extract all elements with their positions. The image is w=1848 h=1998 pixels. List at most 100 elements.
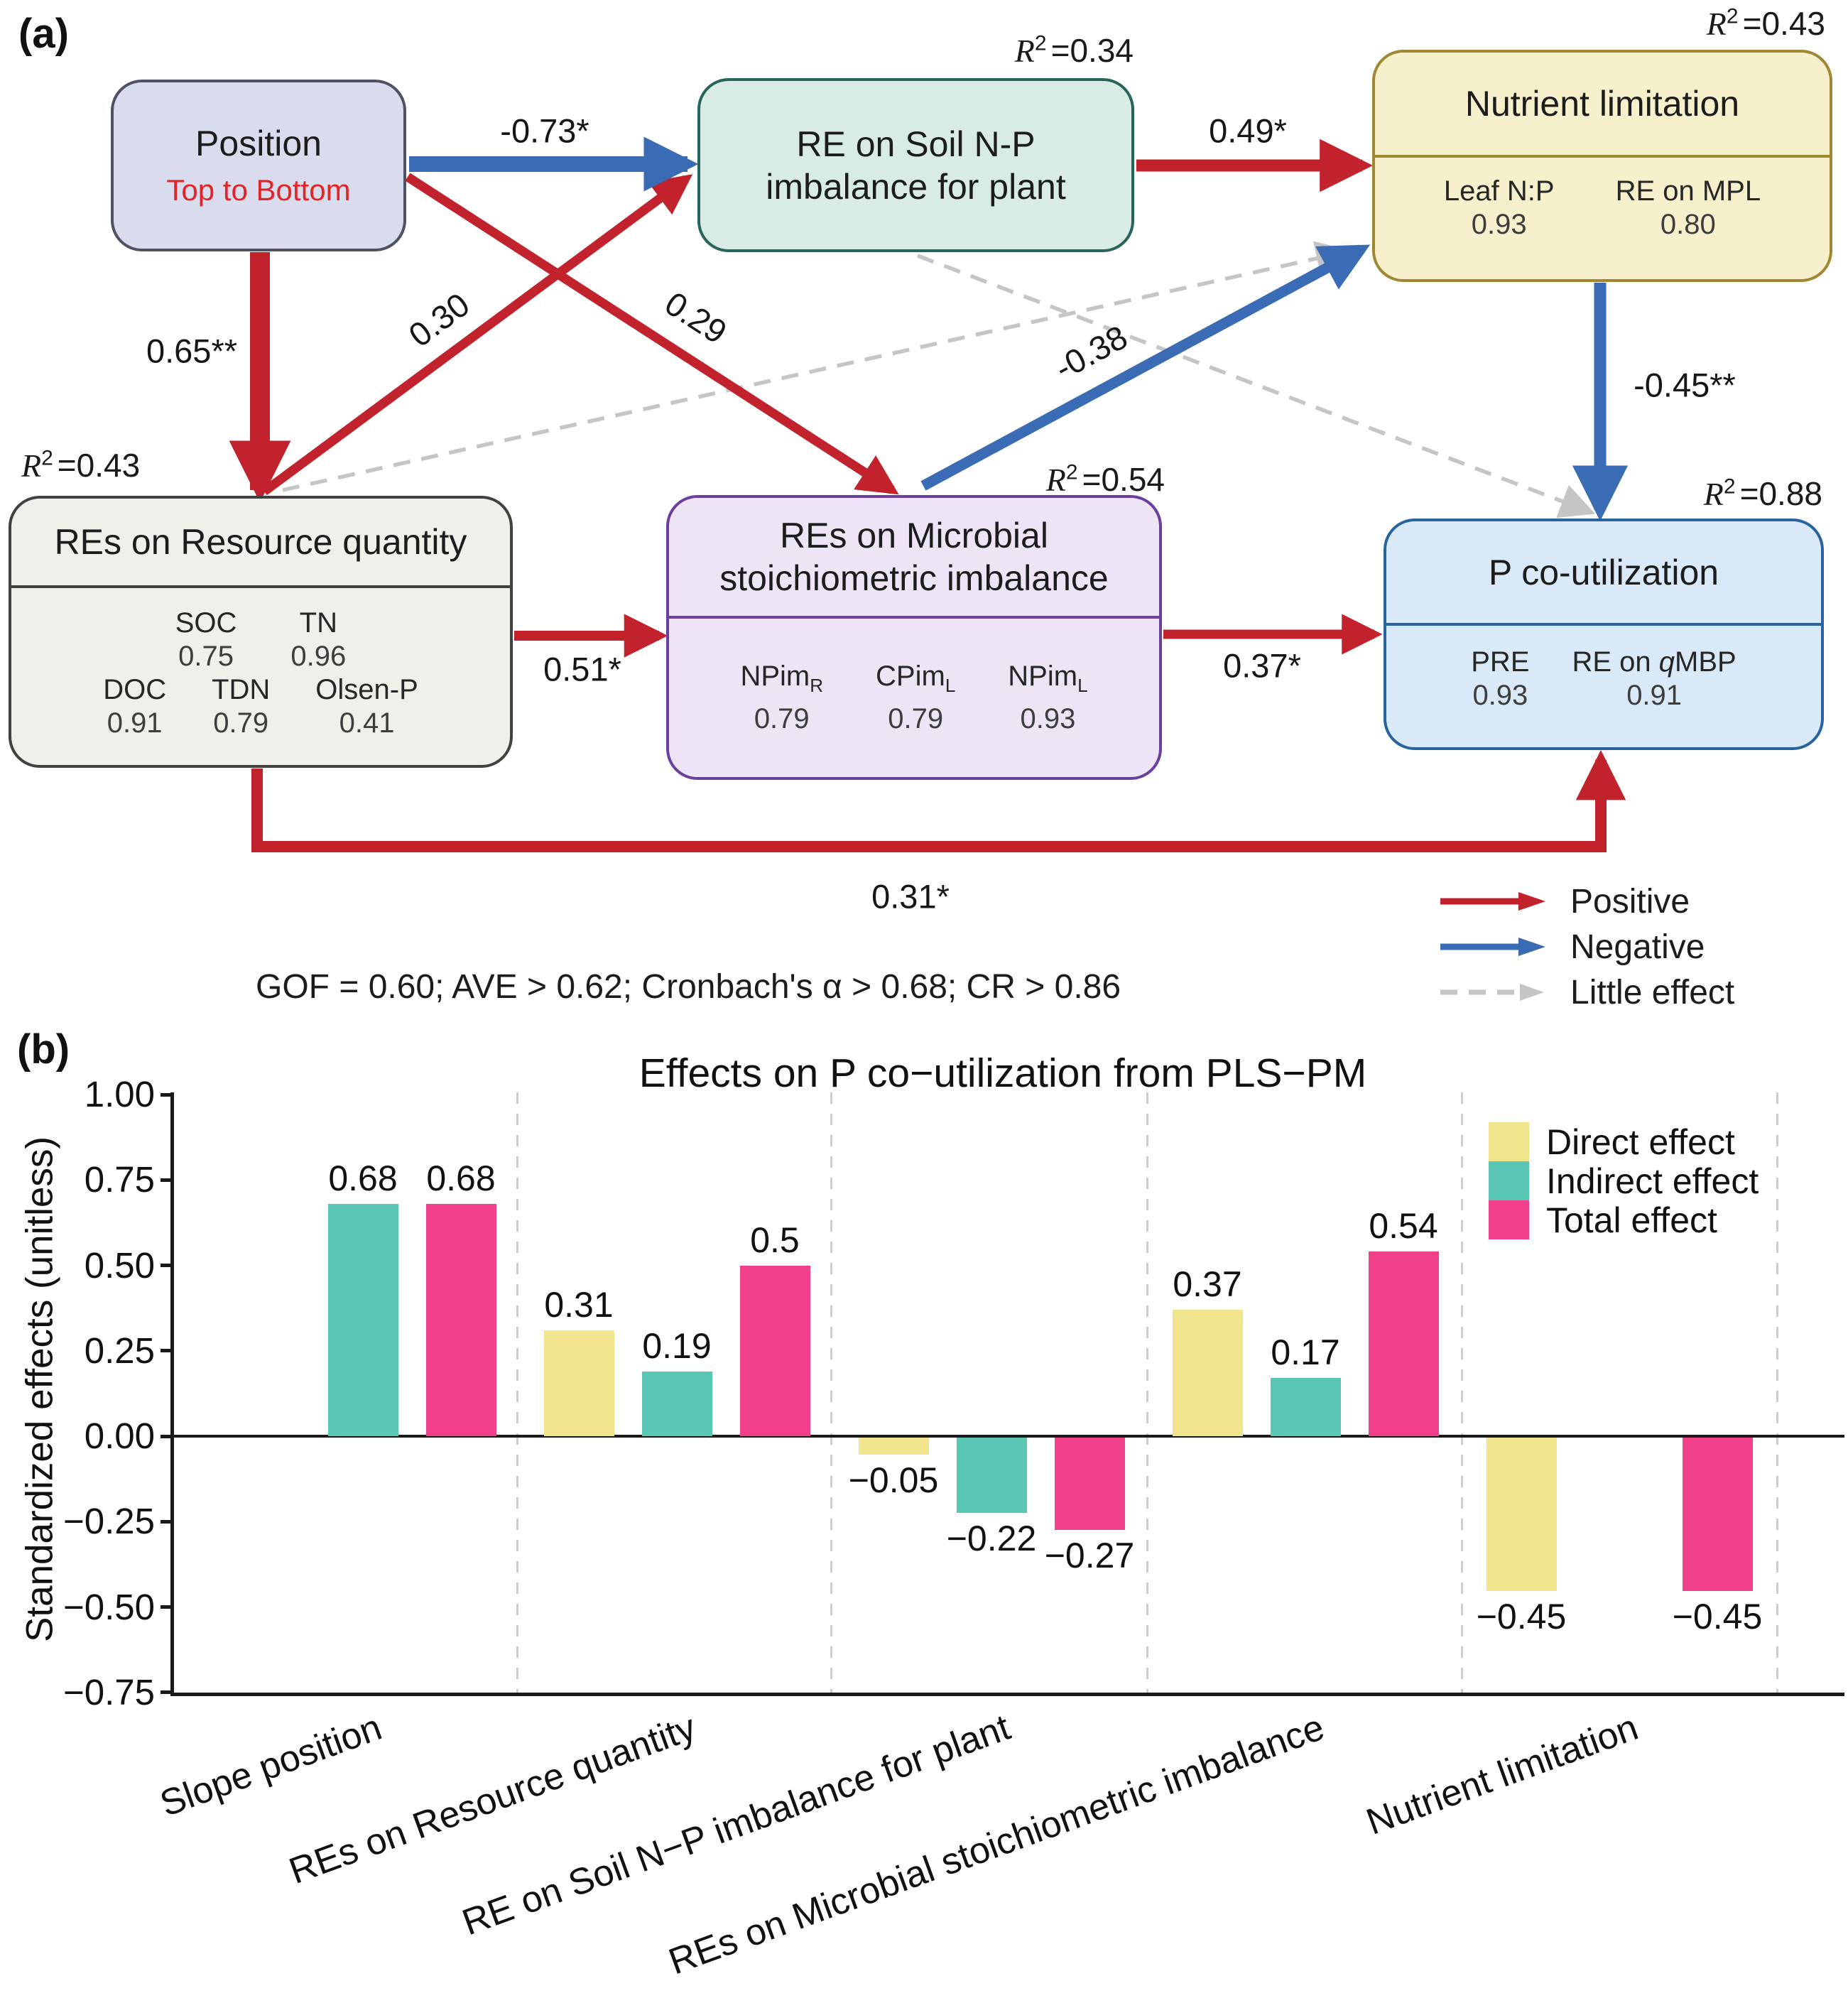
chart-legend: Direct effect Indirect effect Total effe… [1489,1122,1759,1240]
path-label-resource-putilization: 0.31* [871,877,950,916]
r2-microbial: R2 =0.54 [1045,460,1165,498]
bar-value-label: 0.17 [1271,1332,1340,1373]
node-position-subtitle: Top to Bottom [166,173,351,207]
bar-value-label: −0.45 [1476,1597,1567,1637]
legend-item-indirect-effect: Indirect effect [1489,1161,1759,1201]
legend-item-little-effect: Little effect [1437,974,1734,1011]
indirect-effect-swatch [1489,1161,1529,1200]
diagram-legend: Positive Negative Little effect [1437,883,1734,1011]
bar-value-label: −0.22 [946,1518,1037,1558]
path-microbial-nutrient [920,244,1371,491]
path-arrows [229,136,1629,852]
path-label-microbial-putilization: 0.37* [1223,646,1301,685]
bar-value-label: 0.19 [642,1325,712,1366]
r2-putilization: R2 =0.88 [1703,474,1822,512]
node-resource-title: REs on Resource quantity [54,522,467,562]
path-resource-soil [261,174,693,496]
path-label-position-resource: 0.65** [146,332,238,370]
node-nutrient-limitation: Nutrient limitation Leaf N:P 0.93 RE on … [1372,50,1832,282]
indicator-leaf-np: Leaf N:P 0.93 [1443,175,1555,240]
y-tick-mark [161,1434,171,1438]
bar [1054,1438,1125,1530]
indicator-doc: DOC 0.91 [103,674,167,739]
node-position: Position Top to Bottom [111,80,406,251]
node-divider [1386,623,1821,626]
zero-line [173,1435,1844,1438]
node-p-co-utilization: P co-utilization PRE 0.93 RE on qMBP 0.9… [1384,518,1824,750]
category-separator [1146,1092,1148,1693]
node-soil-title-1: RE on Soil N-P [796,124,1036,164]
bar [1682,1438,1753,1592]
node-soil-title-2: imbalance for plant [766,166,1066,207]
node-divider [1375,155,1830,158]
node-divider [11,585,510,588]
node-nutrient-title: Nutrient limitation [1464,84,1740,124]
indicator-re-on-qmbp: RE on qMBP 0.91 [1572,646,1736,711]
r2-nutrient: R2 =0.43 [1706,4,1825,42]
indicator-tdn: TDN 0.79 [212,674,271,739]
legend-item-total-effect: Total effect [1489,1200,1759,1240]
category-separator [1461,1092,1463,1693]
legend-item-direct-effect: Direct effect [1489,1122,1759,1162]
indicator-soc: SOC 0.75 [175,607,237,672]
x-axis-line [170,1693,1844,1696]
path-label-nutrient-putilization: -0.45** [1634,366,1736,404]
node-position-title: Position [195,124,322,163]
node-putilization-title: P co-utilization [1488,552,1719,592]
total-effect-swatch [1489,1200,1529,1239]
node-soil-np: RE on Soil N-P imbalance for plant [697,78,1134,252]
indicator-npim-l: NPimL 0.93 [1008,661,1088,734]
path-soil-putilization-little [917,254,1596,518]
indicator-npim-r: NPimR 0.79 [740,661,824,734]
y-tick-label: −0.25 [62,1501,155,1542]
bar [425,1203,496,1436]
bar [858,1438,929,1455]
y-tick-mark [161,1349,171,1353]
node-microbial-title-1: REs on Microbial [780,516,1048,555]
y-tick-mark [161,1092,171,1097]
negative-arrow-icon [1440,938,1545,956]
bar-value-label: 0.5 [750,1220,800,1260]
y-tick-mark [161,1690,171,1695]
bar [1270,1378,1341,1436]
legend-item-positive: Positive [1437,883,1734,921]
little-effect-arrow-icon [1440,984,1544,1001]
r2-soil: R2 =0.34 [1014,31,1134,69]
y-tick-mark [161,1519,171,1524]
y-tick-mark [161,1605,171,1609]
indicator-cpim-l: CPimL 0.79 [876,661,956,734]
category-separator [1776,1092,1778,1693]
indicator-tn: TN 0.96 [290,607,347,672]
indicator-re-on-mpl: RE on MPL 0.80 [1615,175,1761,240]
path-label-resource-microbial: 0.51* [543,650,621,688]
legend-item-negative: Negative [1437,928,1734,966]
bar-value-label: −0.05 [848,1460,939,1501]
path-resource-nutrient-little [282,241,1352,492]
bar [327,1203,398,1436]
y-tick-label: 0.50 [84,1244,155,1286]
positive-arrow-icon [1440,892,1545,911]
bar [956,1438,1027,1513]
path-label-position-soil: -0.73* [500,112,589,150]
bar-value-label: 0.68 [426,1158,496,1198]
bar-value-label: 0.37 [1173,1264,1242,1305]
indicator-olsen-p: Olsen-P 0.41 [315,674,418,739]
node-microbial-imbalance: REs on Microbial stoichiometric imbalanc… [666,495,1162,780]
y-tick-label: −0.75 [62,1671,155,1712]
bar [543,1330,614,1436]
bar-value-label: 0.31 [544,1284,614,1325]
node-microbial-title-2: stoichiometric imbalance [719,558,1109,598]
panel-a-label: (a) [18,11,69,57]
y-tick-label: 0.00 [84,1416,155,1456]
y-tick-mark [161,1264,171,1267]
path-position-microbial [405,173,899,495]
y-tick-label: 0.25 [84,1330,155,1371]
x-category-label-text: Nutrient limitation [1361,1706,1644,1843]
path-label-soil-nutrient: 0.49* [1209,112,1287,150]
x-category-label-text: RE on Soil N−P imbalance for plant [457,1706,1016,1944]
node-divider [669,616,1159,619]
y-tick-label: 0.75 [84,1159,155,1200]
bar-value-label: −0.27 [1044,1535,1135,1575]
